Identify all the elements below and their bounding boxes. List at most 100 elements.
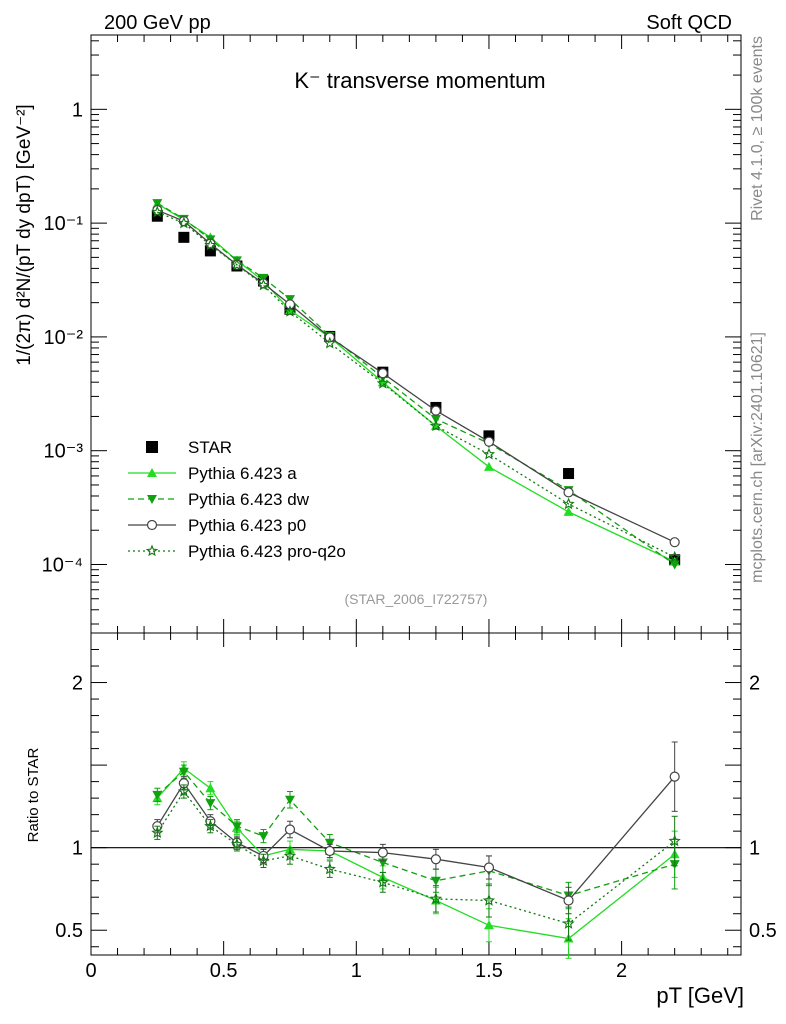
marker-star	[257, 278, 270, 291]
legend-label: Pythia 6.423 pro-q2o	[188, 542, 346, 561]
marker-star	[482, 894, 496, 906]
annotations: 200 GeV pp Soft QCD Rivet 4.1.0, ≥ 100k …	[14, 12, 766, 1008]
marker-circle	[377, 847, 388, 858]
marker-circle	[430, 405, 441, 416]
y-tick-label: 10⁻³	[44, 441, 84, 463]
marker-star	[376, 376, 389, 389]
marker-triangle-up	[483, 461, 494, 471]
marker-triangle-down	[430, 414, 441, 424]
legend-label: Pythia 6.423 dw	[188, 490, 310, 509]
legend-entry-p0: Pythia 6.423 p0	[128, 516, 306, 535]
y-tick-label: 10⁻²	[44, 327, 84, 349]
series-dw	[152, 199, 680, 570]
ratio-line-pro	[156, 790, 676, 925]
mcplots-credit-label: mcplots.cern.ch [arXiv:2401.10621]	[749, 332, 766, 583]
x-tick-label: 0	[85, 960, 96, 982]
marker-circle	[377, 368, 388, 379]
marker-circle	[669, 771, 680, 782]
legend-entry-dw: Pythia 6.423 dw	[128, 490, 310, 509]
marker-star	[429, 892, 443, 905]
x-tick-label: 2	[616, 960, 627, 982]
y-axis-label-ratio: Ratio to STAR	[25, 747, 42, 842]
series-line-a	[156, 203, 675, 563]
marker-star	[151, 826, 164, 839]
marker-triangle-down	[669, 560, 680, 570]
legend-entry-pro: Pythia 6.423 pro-q2o	[128, 542, 346, 561]
marker-triangle-up	[205, 783, 216, 793]
marker-star	[177, 216, 190, 229]
marker-circle	[324, 845, 335, 857]
legend: STAR Pythia 6.423 a Pythia 6.423 dw Pythia …	[128, 438, 346, 561]
y-tick-label: 2	[72, 673, 83, 695]
x-axis-label: pT [GeV]	[656, 983, 744, 1008]
y-tick-label-right: 0.5	[749, 920, 777, 942]
y-tick-label: 1	[72, 838, 83, 860]
x-tick-label: 0.5	[210, 960, 238, 982]
ratio-line-dw	[156, 770, 675, 897]
marker-square	[178, 231, 190, 243]
ratio-panel-frame	[90, 632, 742, 956]
marker-triangle-up	[483, 920, 494, 930]
marker-circle	[284, 824, 296, 835]
y-tick-label-right: 2	[749, 673, 760, 695]
series-pro	[151, 205, 681, 563]
marker-star	[283, 849, 297, 862]
ratio-series-a	[152, 761, 680, 959]
marker-triangle-down	[284, 795, 295, 805]
marker-triangle-down	[178, 767, 189, 777]
marker-star	[376, 875, 389, 888]
x-tick-label: 1	[351, 960, 362, 982]
ratio-series-pro	[151, 784, 681, 941]
series-line-p0	[157, 209, 675, 543]
marker-square	[146, 441, 158, 453]
ratio-line-a	[156, 767, 676, 940]
ratio-series-p0	[152, 741, 680, 915]
marker-star	[230, 258, 244, 271]
marker-star	[204, 819, 217, 832]
marker-triangle-down	[147, 495, 157, 504]
y-tick-label: 0.5	[55, 920, 83, 942]
marker-circle	[483, 862, 495, 873]
marker-star	[562, 917, 575, 929]
marker-triangle-down	[430, 876, 441, 886]
rivet-version-label: Rivet 4.1.0, ≥ 100k events	[749, 36, 766, 221]
legend-entry-a: Pythia 6.423 a	[128, 464, 297, 483]
legend-label: STAR	[188, 438, 232, 457]
legend-label: Pythia 6.423 a	[188, 464, 297, 483]
marker-star	[323, 336, 336, 349]
marker-triangle-down	[231, 822, 242, 832]
marker-star	[429, 419, 443, 432]
marker-triangle-down	[205, 799, 216, 809]
marker-square	[483, 430, 495, 442]
process-label: Soft QCD	[646, 12, 732, 34]
y-tick-label: 10⁻¹	[44, 213, 84, 235]
y-tick-label: 10⁻⁴	[42, 554, 83, 576]
marker-circle	[563, 895, 574, 906]
analysis-tag: (STAR_2006_I722757)	[345, 591, 488, 607]
legend-label: Pythia 6.423 p0	[188, 516, 306, 535]
marker-star	[482, 447, 496, 460]
marker-square	[204, 245, 216, 257]
marker-star	[668, 550, 681, 563]
series-line-dw	[156, 202, 676, 566]
marker-star	[562, 497, 575, 510]
marker-star	[145, 544, 159, 557]
marker-square	[563, 468, 575, 480]
marker-triangle-down	[152, 790, 163, 800]
marker-star	[668, 834, 681, 847]
marker-star	[177, 785, 190, 797]
marker-triangle-down	[324, 838, 335, 848]
chart-title: K⁻ transverse momentum	[294, 68, 545, 93]
marker-star	[230, 837, 244, 850]
top-panel: 10⁻⁴ 10⁻³ 10⁻² 10⁻¹ 1	[42, 34, 742, 647]
marker-triangle-down	[152, 199, 163, 209]
marker-circle	[146, 519, 158, 531]
ratio-series-dw	[152, 764, 680, 910]
marker-star	[323, 862, 336, 875]
ratio-panel: 0 0.5 1 1.5 20.5 0.51 12 2	[55, 632, 777, 982]
marker-triangle-down	[258, 832, 269, 842]
marker-star	[283, 305, 297, 317]
marker-star	[151, 205, 164, 218]
series-a	[152, 198, 680, 566]
